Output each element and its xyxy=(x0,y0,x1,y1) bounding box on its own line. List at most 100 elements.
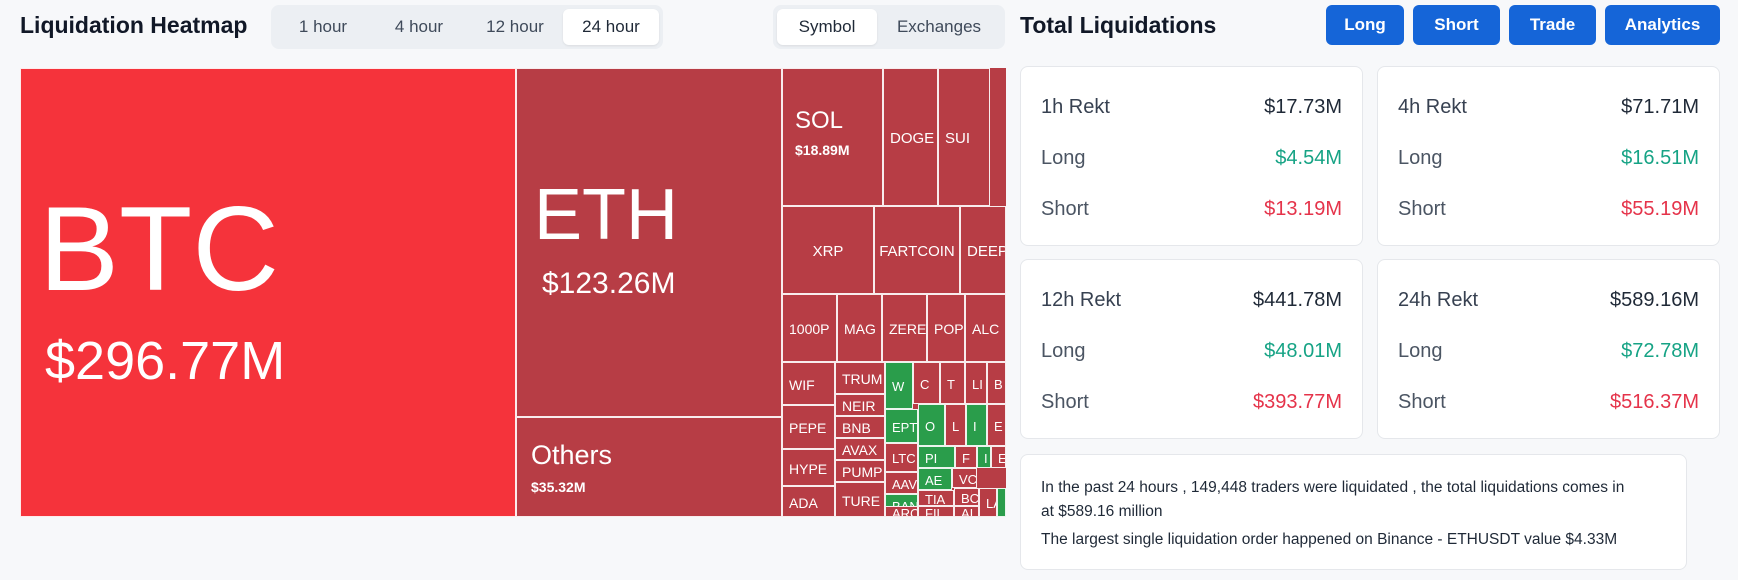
short-label: Short xyxy=(1041,391,1089,413)
heatmap-tile[interactable]: E xyxy=(991,446,1006,468)
short-label: Short xyxy=(1398,198,1446,220)
short-value: $13.19M xyxy=(1264,198,1342,220)
stat-label: 12h Rekt xyxy=(1041,289,1122,311)
view-option-symbol[interactable]: Symbol xyxy=(777,9,877,45)
heatmap-tile[interactable]: BNB xyxy=(835,416,885,438)
tile-symbol: TURE xyxy=(842,492,881,509)
tile-symbol: AAV xyxy=(892,476,918,492)
heatmap-tile[interactable]: POP xyxy=(927,294,965,362)
trade-button[interactable]: Trade xyxy=(1509,5,1596,45)
heatmap-tile[interactable]: TURE xyxy=(835,482,885,517)
heatmap-tile[interactable]: ETH $123.26M xyxy=(516,68,782,417)
time-option-4h[interactable]: 4 hour xyxy=(394,17,444,36)
heatmap-tile[interactable]: PUMP xyxy=(835,460,885,482)
tile-value: $35.32M xyxy=(531,479,586,495)
tile-value: $18.89M xyxy=(795,142,850,158)
short-label: Short xyxy=(1041,198,1089,220)
time-range-selector: 1 hour 4 hour 12 hour 24 hour xyxy=(271,5,663,49)
heatmap-tile[interactable]: NEIR xyxy=(835,394,885,416)
stat-total: $71.71M xyxy=(1621,96,1699,118)
heatmap-tile[interactable]: ADA xyxy=(782,486,835,517)
heatmap-tile[interactable]: SOL $18.89M xyxy=(782,68,883,206)
heatmap-tile[interactable]: LI xyxy=(965,362,987,404)
heatmap-tile[interactable]: MAG xyxy=(837,294,882,362)
heatmap-tile[interactable]: E xyxy=(987,404,1006,446)
heatmap-tile[interactable]: FARTCOIN xyxy=(874,206,960,294)
heatmap-tile[interactable]: I xyxy=(966,404,987,446)
heatmap-tile[interactable] xyxy=(997,488,1006,517)
stat-card-1h: 1h Rekt $17.73M Long $4.54M Short $13.19M xyxy=(1020,66,1363,246)
summary-line-3: The largest single liquidation order hap… xyxy=(1041,531,1618,548)
heatmap-tile[interactable]: F xyxy=(955,446,977,468)
heatmap-tile[interactable]: PEPE xyxy=(782,405,835,449)
heatmap-tile[interactable]: C xyxy=(913,362,940,404)
heatmap-tile[interactable]: DEEP xyxy=(960,206,1006,294)
long-button[interactable]: Long xyxy=(1326,5,1404,45)
stat-total: $17.73M xyxy=(1264,96,1342,118)
tile-symbol: LI xyxy=(972,376,983,392)
time-option-12h[interactable]: 12 hour xyxy=(486,17,544,36)
heatmap-tile[interactable]: O xyxy=(918,404,945,446)
heatmap-tile[interactable]: SUI xyxy=(938,68,990,206)
tile-symbol: F xyxy=(962,450,970,466)
short-button[interactable]: Short xyxy=(1413,5,1500,45)
heatmap-tile[interactable]: AI xyxy=(954,506,979,517)
tile-symbol: O xyxy=(925,418,936,434)
heatmap-tile[interactable]: XRP xyxy=(782,206,874,294)
tile-symbol: ZERE xyxy=(889,321,927,337)
heatmap-tile[interactable]: TIA xyxy=(918,490,954,506)
heatmap-tile[interactable]: L xyxy=(945,404,966,446)
long-label: Long xyxy=(1398,147,1443,169)
time-option-24h[interactable]: 24 hour xyxy=(563,9,659,45)
heatmap-tile[interactable]: DOGE xyxy=(883,68,938,206)
tile-symbol: Others xyxy=(531,440,613,470)
heatmap-tile[interactable]: W xyxy=(885,362,913,409)
tile-symbol: ETH xyxy=(534,175,678,255)
heatmap-tile[interactable]: ZERE xyxy=(882,294,927,362)
analytics-button[interactable]: Analytics xyxy=(1605,5,1720,45)
heatmap-tile[interactable]: LA xyxy=(979,488,997,517)
heatmap-tile[interactable]: HYPE xyxy=(782,449,835,486)
heatmap-tile[interactable]: 1000P xyxy=(782,294,837,362)
tile-symbol: PEPE xyxy=(789,420,827,436)
time-option-1h[interactable]: 1 hour xyxy=(298,17,348,36)
tile-symbol: BC xyxy=(961,490,979,506)
heatmap-tile[interactable]: EPT xyxy=(885,409,918,443)
heatmap-tile[interactable]: T xyxy=(940,362,965,404)
heatmap-tile[interactable]: AVAX xyxy=(835,438,885,460)
tile-symbol: FARTCOIN xyxy=(879,242,955,260)
heatmap-tile[interactable]: BC xyxy=(954,488,979,506)
heatmap-tile[interactable]: PI xyxy=(918,446,955,468)
tile-symbol: XRP xyxy=(812,242,844,260)
heatmap-tile[interactable]: I xyxy=(977,446,991,468)
tile-symbol: SUI xyxy=(945,129,971,147)
heatmap-tile[interactable]: ALC xyxy=(965,294,1006,362)
heatmap-tile[interactable]: TRUM xyxy=(835,362,885,394)
long-value: $4.54M xyxy=(1275,147,1342,169)
heatmap-tile[interactable]: ARC xyxy=(885,506,918,517)
tile-symbol: DEEP xyxy=(967,242,1006,260)
tile-symbol: B xyxy=(994,376,1003,392)
heatmap-tile[interactable]: VC xyxy=(952,468,977,488)
heatmap-tile[interactable]: FIL xyxy=(918,506,954,517)
short-value: $55.19M xyxy=(1621,198,1699,220)
heatmap-tile[interactable]: BTC $296.77M xyxy=(20,68,516,517)
tile-symbol: C xyxy=(920,376,930,392)
tile-symbol: MAG xyxy=(844,321,876,337)
tile-symbol: BNB xyxy=(842,420,871,436)
heatmap-tile[interactable]: LTC xyxy=(885,443,918,472)
tile-symbol: TIA xyxy=(925,491,946,506)
tile-symbol: BTC xyxy=(39,182,279,316)
tile-symbol: NEIR xyxy=(842,398,876,414)
heatmap-tile[interactable]: Others $35.32M xyxy=(516,417,782,517)
tile-symbol: WIF xyxy=(789,376,815,393)
long-value: $72.78M xyxy=(1621,340,1699,362)
view-option-exchanges[interactable]: Exchanges xyxy=(896,17,982,36)
tile-symbol: W xyxy=(892,379,905,394)
heatmap-tile[interactable]: B xyxy=(987,362,1006,404)
heatmap-tile[interactable]: WIF xyxy=(782,362,835,405)
heatmap-tile[interactable]: AE xyxy=(918,468,952,490)
heatmap-tile[interactable]: AAV xyxy=(885,472,918,494)
stat-label: 4h Rekt xyxy=(1398,96,1467,118)
liquidation-summary: In the past 24 hours , 149,448 traders w… xyxy=(1020,454,1687,570)
